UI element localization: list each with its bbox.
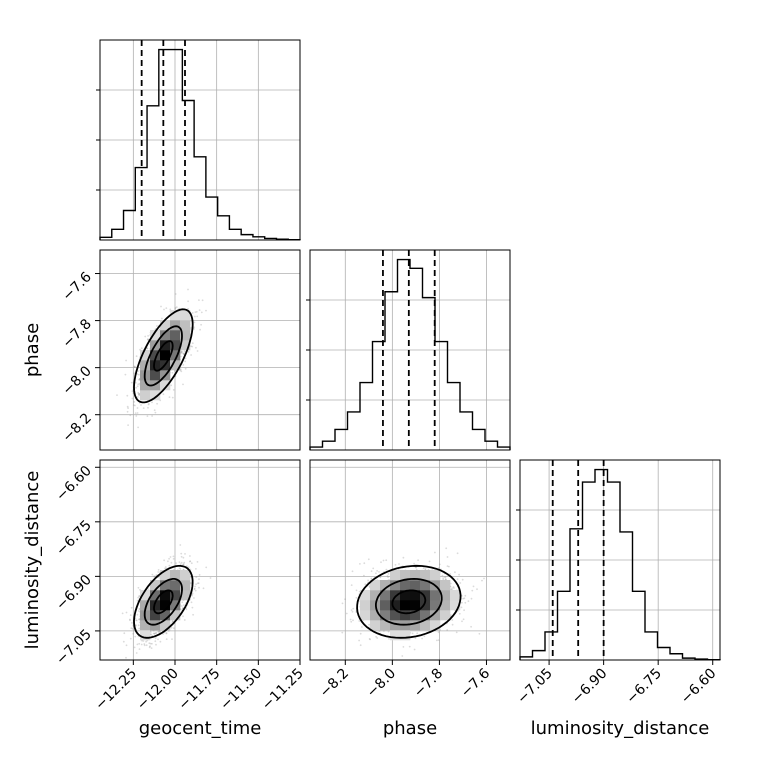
x-tick-label-geocent_time-0: −12.25 <box>92 666 140 714</box>
histogram-luminosity_distance <box>519 468 721 661</box>
contour-2-0-0 <box>153 589 174 615</box>
y-tick-label-phase-2: −7.8 <box>59 316 94 351</box>
x-tick-label-geocent_time-3: −11.50 <box>217 666 265 714</box>
pair-panel-phase-vs-geocent_time <box>99 249 301 451</box>
histogram-phase <box>309 258 511 450</box>
x-tick-label-phase-0: −8.2 <box>317 666 352 701</box>
x-tick-label-luminosity_distance-2: −6.75 <box>623 666 665 708</box>
hist-panel-phase <box>306 249 511 451</box>
y-axis-title-phase: phase <box>22 323 43 377</box>
contour-2-0-1 <box>143 578 183 626</box>
contour-1-0-1 <box>143 325 183 387</box>
hist-panel-geocent_time <box>96 39 301 241</box>
x-tick-label-luminosity_distance-1: −6.90 <box>569 666 611 708</box>
hist-panel-luminosity_distance <box>516 459 721 661</box>
y-tick-label-phase-1: −8.0 <box>59 363 94 398</box>
x-axis-title-luminosity_distance: luminosity_distance <box>531 718 710 739</box>
contour-2-1-2 <box>356 564 462 639</box>
contour-1-0-2 <box>133 308 194 404</box>
x-tick-label-geocent_time-4: −11.25 <box>259 666 307 714</box>
histogram-geocent_time <box>99 48 301 241</box>
x-tick-label-luminosity_distance-0: −7.05 <box>514 666 556 708</box>
y-tick-label-luminosity_distance-1: −6.90 <box>53 572 95 614</box>
pair-panel-luminosity_distance-vs-geocent_time <box>99 459 301 661</box>
y-axis-title-luminosity_distance: luminosity_distance <box>22 471 43 650</box>
x-tick-label-phase-2: −7.8 <box>411 666 446 701</box>
contour-2-1-0 <box>391 589 427 615</box>
y-tick-label-luminosity_distance-0: −7.05 <box>53 626 95 668</box>
y-tick-label-luminosity_distance-2: −6.75 <box>53 517 95 559</box>
x-tick-label-phase-3: −7.6 <box>458 665 493 700</box>
contour-2-1-1 <box>375 577 443 626</box>
x-axis-title-phase: phase <box>383 718 437 739</box>
x-axis-title-geocent_time: geocent_time <box>139 718 262 739</box>
y-tick-label-luminosity_distance-3: −6.60 <box>53 463 95 505</box>
contour-1-0-0 <box>153 340 174 372</box>
y-tick-label-phase-0: −8.2 <box>59 410 94 445</box>
pair-panel-luminosity_distance-vs-phase <box>309 459 511 661</box>
y-tick-label-phase-3: −7.6 <box>59 269 94 304</box>
x-tick-label-geocent_time-2: −11.75 <box>176 666 224 714</box>
contour-2-0-2 <box>133 565 194 639</box>
x-tick-label-luminosity_distance-3: −6.60 <box>678 666 720 708</box>
x-tick-label-geocent_time-1: −12.00 <box>134 666 182 714</box>
x-tick-label-phase-1: −8.0 <box>364 666 399 701</box>
